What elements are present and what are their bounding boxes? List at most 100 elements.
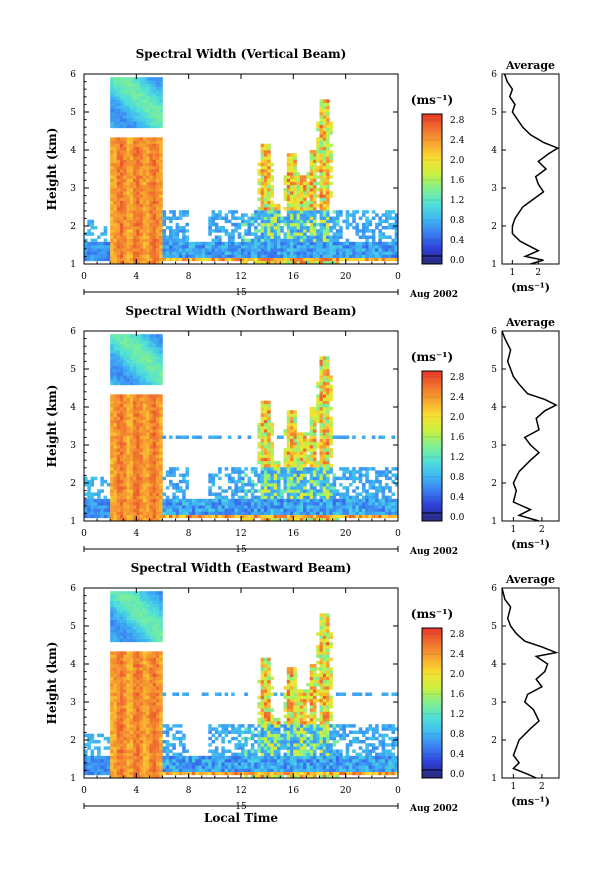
heatmap-cell <box>126 77 131 81</box>
heatmap-cell <box>306 257 310 262</box>
heatmap-cell <box>322 356 327 360</box>
heatmap-cell <box>103 226 108 230</box>
heatmap-cell <box>332 498 337 503</box>
heatmap-cell <box>84 759 88 763</box>
heatmap-cell <box>214 508 219 512</box>
heatmap-cell <box>142 498 147 503</box>
heatmap-cell <box>146 457 150 462</box>
heatmap-cell <box>155 251 160 255</box>
heatmap-cell <box>316 222 320 227</box>
heatmap-cell <box>335 508 340 512</box>
heatmap-cell <box>149 470 153 474</box>
heatmap-cell <box>201 251 206 255</box>
heatmap-cell <box>149 238 153 243</box>
heatmap-cell <box>87 229 91 233</box>
heatmap-cell <box>152 165 157 170</box>
heatmap-cell <box>152 118 157 122</box>
heatmap-cell <box>126 451 131 455</box>
heatmap-cell <box>329 150 333 154</box>
heatmap-cell <box>152 146 157 151</box>
heatmap-cell <box>133 416 137 420</box>
heatmap-cell <box>263 248 268 252</box>
heatmap-cell <box>169 241 173 246</box>
heatmap-cell <box>276 505 281 509</box>
heatmap-cell <box>159 235 163 239</box>
heatmap-cell <box>93 238 98 243</box>
heatmap-cell <box>110 721 114 725</box>
heatmap-cell <box>303 245 307 249</box>
heatmap-cell <box>152 372 157 376</box>
heatmap-cell <box>260 400 265 405</box>
heatmap-cell <box>116 219 121 224</box>
heatmap-cell <box>309 445 314 449</box>
heatmap-cell <box>136 203 140 208</box>
heatmap-cell <box>110 178 114 182</box>
heatmap-cell <box>126 369 131 373</box>
heatmap-cell <box>162 241 167 246</box>
heatmap-cell <box>185 502 189 506</box>
heatmap-cell <box>142 194 147 198</box>
heatmap-cell <box>110 350 114 354</box>
heatmap-cell <box>159 194 163 198</box>
heatmap-cell <box>126 365 131 370</box>
heatmap-cell <box>273 460 278 465</box>
heatmap-cell <box>110 508 114 512</box>
heatmap-cell <box>185 514 189 519</box>
heatmap-cell <box>136 416 140 420</box>
average-y-tick-label: 4 <box>491 403 497 413</box>
heatmap-cell <box>165 216 170 220</box>
heatmap-cell <box>113 733 118 738</box>
heatmap-cell <box>371 502 376 506</box>
heatmap-cell <box>113 483 118 487</box>
heatmap-cell <box>378 435 382 439</box>
heatmap-cell <box>116 457 121 462</box>
heatmap-cell <box>139 162 144 167</box>
heatmap-cell <box>309 502 314 506</box>
heatmap-cell <box>263 435 268 439</box>
heatmap-cell <box>267 486 271 490</box>
heatmap-cell <box>149 346 153 351</box>
heatmap-cell <box>146 191 150 195</box>
heatmap-cell <box>381 213 386 217</box>
heatmap-cell <box>263 181 268 186</box>
heatmap-cell <box>126 438 131 443</box>
heatmap-cell <box>126 407 131 411</box>
heatmap-cell <box>155 153 160 157</box>
heatmap-cell <box>152 429 157 433</box>
heatmap-cell <box>129 172 134 176</box>
heatmap-cell <box>290 203 294 208</box>
heatmap-cell <box>110 99 114 103</box>
heatmap-cell <box>129 365 134 370</box>
heatmap-cell <box>129 508 134 512</box>
heatmap-cell <box>155 178 160 182</box>
heatmap-cell <box>123 137 127 141</box>
heatmap-cell <box>378 514 382 519</box>
heatmap-cell <box>97 752 101 757</box>
heatmap-cell <box>175 505 180 509</box>
heatmap-cell <box>299 438 304 443</box>
heatmap-cell <box>142 232 147 236</box>
heatmap-cell <box>329 429 333 433</box>
heatmap-cell <box>152 517 157 522</box>
heatmap-cell <box>110 413 114 417</box>
heatmap-cell <box>329 419 333 424</box>
heatmap-cell <box>290 432 294 436</box>
heatmap-cell <box>263 229 268 233</box>
heatmap-cell <box>116 96 121 100</box>
heatmap-cell <box>231 257 235 262</box>
heatmap-cell <box>133 502 137 506</box>
heatmap-cell <box>309 429 314 433</box>
heatmap-cell <box>247 216 252 220</box>
heatmap-cell <box>129 197 134 201</box>
heatmap-cell <box>254 238 258 243</box>
heatmap-cell <box>152 353 157 357</box>
heatmap-cell <box>309 508 314 512</box>
heatmap-cell <box>293 413 297 417</box>
heatmap-cell <box>319 178 324 182</box>
heatmap-cell <box>355 257 360 262</box>
heatmap-cell <box>326 172 330 176</box>
heatmap-cell <box>198 508 203 512</box>
heatmap-cell <box>110 714 114 719</box>
heatmap-cell <box>270 188 275 192</box>
heatmap-cell <box>129 238 134 243</box>
